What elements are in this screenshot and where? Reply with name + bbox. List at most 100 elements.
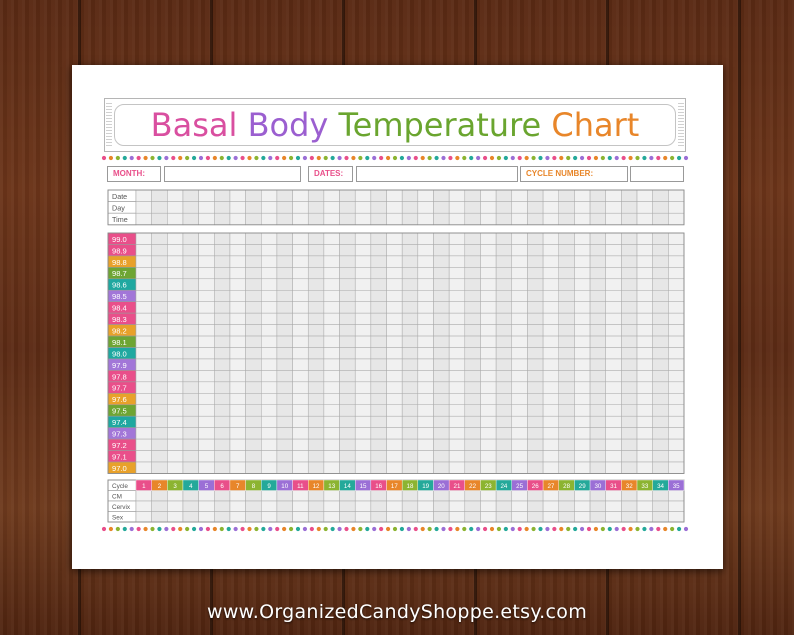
grid-cell[interactable] <box>448 335 466 348</box>
grid-cell[interactable] <box>464 415 481 428</box>
grid-cell[interactable] <box>354 312 372 325</box>
grid-cell[interactable] <box>636 201 653 214</box>
grid-cell[interactable] <box>151 278 168 291</box>
grid-cell[interactable] <box>339 278 356 291</box>
grid-cell[interactable] <box>276 255 293 268</box>
grid-cell[interactable] <box>480 244 497 257</box>
grid-cell[interactable] <box>354 511 372 523</box>
grid-cell[interactable] <box>276 201 293 214</box>
grid-cell[interactable] <box>652 324 669 337</box>
grid-cell[interactable] <box>589 324 606 337</box>
grid-cell[interactable] <box>339 347 356 360</box>
grid-cell[interactable] <box>323 461 340 474</box>
grid-cell[interactable] <box>621 301 638 314</box>
grid-cell[interactable] <box>198 415 215 428</box>
grid-cell[interactable] <box>542 290 559 302</box>
grid-cell[interactable] <box>636 255 653 268</box>
grid-cell[interactable] <box>229 335 246 348</box>
grid-cell[interactable] <box>167 335 184 348</box>
grid-cell[interactable] <box>652 255 669 268</box>
grid-cell[interactable] <box>605 427 622 440</box>
grid-cell[interactable] <box>151 415 168 428</box>
grid-cell[interactable] <box>448 278 466 291</box>
grid-cell[interactable] <box>605 290 622 302</box>
grid-cell[interactable] <box>464 404 481 417</box>
grid-cell[interactable] <box>652 427 669 440</box>
grid-cell[interactable] <box>558 335 575 348</box>
grid-cell[interactable] <box>480 415 497 428</box>
grid-cell[interactable] <box>480 450 497 463</box>
grid-cell[interactable] <box>245 450 262 463</box>
grid-cell[interactable] <box>370 427 387 440</box>
grid-cell[interactable] <box>370 438 387 451</box>
grid-cell[interactable] <box>433 255 450 268</box>
grid-cell[interactable] <box>464 267 481 280</box>
grid-cell[interactable] <box>605 189 622 202</box>
grid-cell[interactable] <box>558 370 575 383</box>
grid-cell[interactable] <box>574 255 591 268</box>
grid-cell[interactable] <box>589 358 606 371</box>
grid-cell[interactable] <box>292 511 309 523</box>
grid-cell[interactable] <box>182 312 199 325</box>
grid-cell[interactable] <box>339 370 356 383</box>
grid-cell[interactable] <box>511 278 528 291</box>
grid-cell[interactable] <box>182 450 199 463</box>
grid-cell[interactable] <box>386 201 403 214</box>
grid-cell[interactable] <box>636 324 653 337</box>
grid-cell[interactable] <box>605 301 622 314</box>
grid-cell[interactable] <box>276 461 293 474</box>
grid-cell[interactable] <box>167 244 184 257</box>
grid-cell[interactable] <box>135 335 152 348</box>
grid-cell[interactable] <box>229 381 246 394</box>
grid-cell[interactable] <box>433 201 450 214</box>
grid-cell[interactable] <box>433 461 450 474</box>
grid-cell[interactable] <box>558 201 575 214</box>
grid-cell[interactable] <box>464 189 481 202</box>
grid-cell[interactable] <box>636 335 653 348</box>
grid-cell[interactable] <box>307 335 325 348</box>
grid-cell[interactable] <box>621 312 638 325</box>
grid-cell[interactable] <box>542 267 559 280</box>
grid-cell[interactable] <box>261 278 278 291</box>
grid-cell[interactable] <box>386 500 403 512</box>
grid-cell[interactable] <box>182 393 199 405</box>
grid-cell[interactable] <box>370 232 387 245</box>
grid-cell[interactable] <box>417 290 434 302</box>
grid-cell[interactable] <box>261 404 278 417</box>
grid-cell[interactable] <box>135 393 152 405</box>
grid-cell[interactable] <box>292 427 309 440</box>
grid-cell[interactable] <box>668 393 685 405</box>
grid-cell[interactable] <box>511 415 528 428</box>
grid-cell[interactable] <box>605 278 622 291</box>
grid-cell[interactable] <box>339 393 356 405</box>
grid-cell[interactable] <box>668 244 685 257</box>
grid-cell[interactable] <box>495 335 513 348</box>
grid-cell[interactable] <box>401 255 419 268</box>
grid-cell[interactable] <box>668 358 685 371</box>
grid-cell[interactable] <box>135 370 152 383</box>
grid-cell[interactable] <box>339 490 356 502</box>
grid-cell[interactable] <box>261 232 278 245</box>
grid-cell[interactable] <box>417 312 434 325</box>
grid-cell[interactable] <box>464 347 481 360</box>
grid-cell[interactable] <box>542 189 559 202</box>
grid-cell[interactable] <box>668 438 685 451</box>
grid-cell[interactable] <box>417 278 434 291</box>
grid-cell[interactable] <box>605 370 622 383</box>
grid-cell[interactable] <box>354 301 372 314</box>
grid-cell[interactable] <box>151 255 168 268</box>
grid-cell[interactable] <box>417 301 434 314</box>
grid-cell[interactable] <box>245 189 262 202</box>
grid-cell[interactable] <box>448 370 466 383</box>
grid-cell[interactable] <box>574 415 591 428</box>
grid-cell[interactable] <box>636 358 653 371</box>
grid-cell[interactable] <box>245 232 262 245</box>
grid-cell[interactable] <box>323 255 340 268</box>
grid-cell[interactable] <box>245 324 262 337</box>
grid-cell[interactable] <box>495 393 513 405</box>
grid-cell[interactable] <box>401 335 419 348</box>
grid-cell[interactable] <box>386 358 403 371</box>
grid-cell[interactable] <box>229 301 246 314</box>
grid-cell[interactable] <box>214 490 231 502</box>
grid-cell[interactable] <box>307 301 325 314</box>
